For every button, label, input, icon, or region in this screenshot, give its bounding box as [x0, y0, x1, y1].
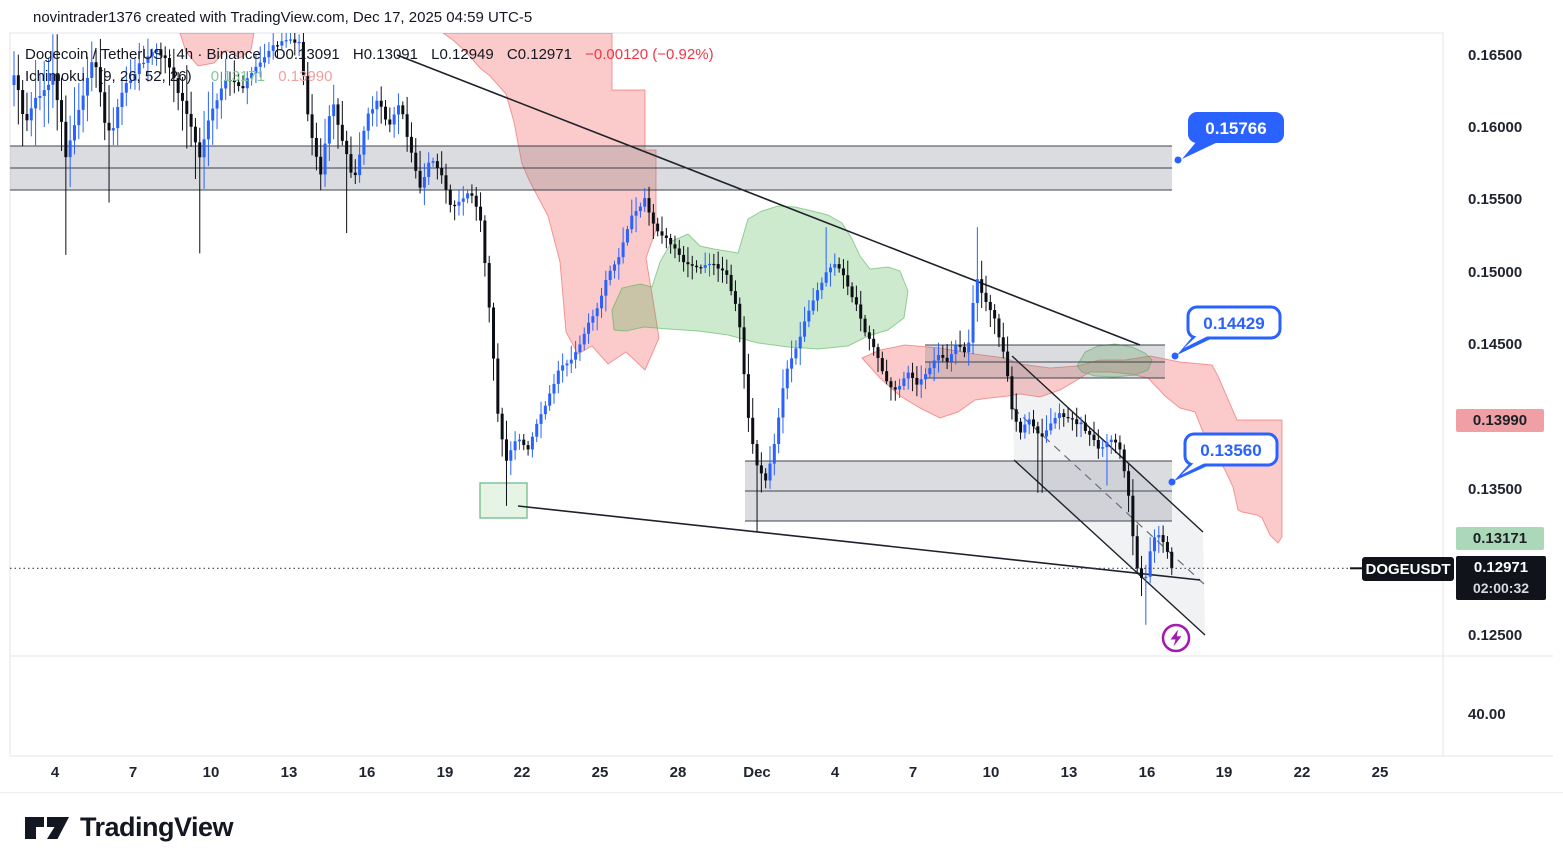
- chart-legend: Dogecoin / TetherUS · 4h · Binance O0.13…: [25, 44, 723, 88]
- price-scale-label: 0.12500: [1468, 627, 1523, 644]
- price-callout[interactable]: 0.14429: [1171, 305, 1282, 360]
- ichimoku-cloud-bull: [611, 205, 909, 350]
- price-scale-label: 0.15500: [1468, 191, 1523, 208]
- time-scale-label: 22: [513, 764, 531, 781]
- last-price-badge: 0.12971 02:00:32: [1456, 556, 1546, 600]
- plot-area[interactable]: [10, 22, 1283, 636]
- price-callout[interactable]: 0.13560: [1168, 432, 1279, 486]
- bar-countdown: 02:00:32: [1472, 580, 1530, 596]
- price-scale-label: 0.13500: [1468, 481, 1523, 498]
- ichimoku-level-badge-green: 0.13171: [1456, 527, 1544, 550]
- widget-divider: [0, 792, 1563, 793]
- indicator-value-red: 0.13990: [278, 68, 333, 85]
- time-scale-label: 13: [1060, 764, 1078, 781]
- attribution-text: novintrader1376 created with TradingView…: [33, 9, 533, 26]
- time-scale-label: 7: [128, 764, 138, 781]
- symbol-title[interactable]: Dogecoin / TetherUS · 4h · Binance: [25, 46, 261, 63]
- time-scale[interactable]: 4 7 10 13 16 19 22 25 28 Dec 4 7 10 13 16 19 22 25: [0, 756, 1563, 792]
- ichimoku-cloud-bear: [861, 344, 1283, 544]
- indicator-name[interactable]: Ichimoku: [25, 68, 86, 85]
- price-scale[interactable]: 0.16500 0.16000 0.15500 0.15000 0.14500 0.135…: [1443, 33, 1563, 756]
- ohlc-close: C0.12971: [506, 46, 572, 63]
- ichimoku-level-badge-red: 0.13990: [1456, 409, 1544, 432]
- price-scale-label: 0.14500: [1468, 336, 1523, 353]
- tradingview-logo[interactable]: TradingView: [24, 810, 234, 844]
- price-scale-label: 0.15000: [1468, 264, 1523, 281]
- ohlc-open: O0.13091: [273, 46, 340, 63]
- symbol-price-pill: DOGEUSDT: [1362, 557, 1454, 581]
- time-scale-label: 13: [280, 764, 298, 781]
- indicator-legend[interactable]: Ichimoku (9, 26, 52, 26) 0.13171 0.13990: [25, 66, 723, 88]
- time-scale-label: 16: [358, 764, 376, 781]
- time-scale-label: 10: [202, 764, 220, 781]
- time-scale-label: 10: [982, 764, 1000, 781]
- trendline[interactable]: [517, 505, 1201, 581]
- price-scale-label: 0.16500: [1468, 47, 1523, 64]
- time-scale-label: 19: [436, 764, 454, 781]
- lightning-icon[interactable]: [1161, 623, 1191, 653]
- indicator-params: (9, 26, 52, 26): [98, 68, 192, 85]
- ichimoku-cloud-bear: [179, 33, 255, 67]
- trendline[interactable]: [396, 54, 1141, 346]
- ohlc-low: L0.12949: [431, 46, 494, 63]
- callout-text: 0.13560: [1200, 441, 1261, 460]
- last-price-value: 0.12971: [1473, 559, 1529, 576]
- callout-text: 0.15766: [1205, 119, 1266, 138]
- time-scale-label: 19: [1215, 764, 1233, 781]
- callout-text: 0.14429: [1203, 314, 1264, 333]
- price-scale-label: 0.16000: [1468, 119, 1523, 136]
- indicator-value-green: 0.13171: [210, 68, 266, 85]
- time-scale-label: 4: [50, 764, 60, 781]
- time-scale-label: 22: [1293, 764, 1311, 781]
- time-scale-label: 25: [1371, 764, 1389, 781]
- demand-box[interactable]: [479, 482, 528, 519]
- tradingview-logo-icon: [25, 817, 69, 839]
- ohlc-high: H0.13091: [352, 46, 418, 63]
- symbol-legend[interactable]: Dogecoin / TetherUS · 4h · Binance O0.13…: [25, 44, 723, 66]
- time-scale-label: 16: [1138, 764, 1156, 781]
- price-scale-label: 40.00: [1468, 706, 1506, 723]
- callout-anchor-dot: [1171, 352, 1179, 360]
- callout-anchor-dot: [1174, 156, 1182, 164]
- time-scale-label: 28: [669, 764, 687, 781]
- time-scale-label: 7: [908, 764, 918, 781]
- time-scale-label: 25: [591, 764, 609, 781]
- callout-anchor-dot: [1168, 478, 1176, 486]
- tradingview-logo-text: TradingView: [80, 811, 234, 842]
- price-chart-canvas[interactable]: 0.15766 0.14429 0.13560: [0, 0, 1563, 800]
- price-change: −0.00120 (−0.92%): [585, 46, 714, 63]
- time-scale-label: Dec: [743, 764, 771, 781]
- price-callout[interactable]: 0.15766: [1174, 112, 1285, 164]
- time-scale-label: 4: [830, 764, 840, 781]
- ichimoku-cloud-bull: [1076, 343, 1153, 378]
